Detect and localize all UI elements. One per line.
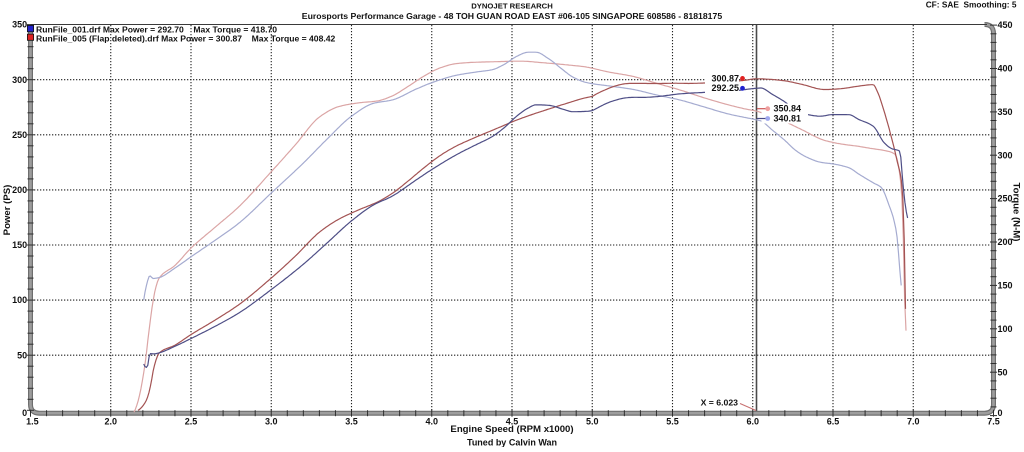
svg-text:100: 100 xyxy=(998,324,1013,334)
svg-text:DYNOJET RESEARCH: DYNOJET RESEARCH xyxy=(471,2,553,11)
svg-text:5.0: 5.0 xyxy=(586,416,599,426)
svg-text:4.5: 4.5 xyxy=(506,416,519,426)
svg-text:400: 400 xyxy=(998,64,1013,74)
svg-text:450: 450 xyxy=(998,20,1013,30)
svg-text:X = 6.023: X = 6.023 xyxy=(701,397,739,407)
svg-text:300: 300 xyxy=(998,150,1013,160)
svg-text:350: 350 xyxy=(998,107,1013,117)
svg-text:250: 250 xyxy=(998,194,1013,204)
svg-text:7.5: 7.5 xyxy=(987,416,1000,426)
svg-text:292.25: 292.25 xyxy=(711,83,739,93)
svg-text:RunFile_005 (Flap deleted).drf: RunFile_005 (Flap deleted).drf Max Power… xyxy=(36,34,336,44)
svg-text:6.0: 6.0 xyxy=(747,416,760,426)
svg-text:1.5: 1.5 xyxy=(26,416,39,426)
svg-text:7.0: 7.0 xyxy=(907,416,920,426)
svg-text:0: 0 xyxy=(22,408,27,418)
svg-text:350.84: 350.84 xyxy=(774,104,802,114)
svg-text:2.5: 2.5 xyxy=(185,416,198,426)
svg-text:Eurosports Performance Garage: Eurosports Performance Garage - 48 TOH G… xyxy=(302,11,723,21)
svg-text:6.5: 6.5 xyxy=(827,416,840,426)
svg-text:150: 150 xyxy=(998,281,1013,291)
svg-text:CF: SAE Smoothing: 5: CF: SAE Smoothing: 5 xyxy=(926,0,1017,10)
svg-text:5.5: 5.5 xyxy=(666,416,679,426)
svg-text:RunFile_001.drf Max Power = 29: RunFile_001.drf Max Power = 292.70 Max T… xyxy=(36,25,277,35)
svg-text:Tuned by Calvin Wan: Tuned by Calvin Wan xyxy=(467,438,557,448)
svg-text:0: 0 xyxy=(998,408,1003,418)
svg-text:250: 250 xyxy=(12,130,27,140)
svg-text:100: 100 xyxy=(12,295,27,305)
svg-text:150: 150 xyxy=(12,240,27,250)
svg-text:3.0: 3.0 xyxy=(265,416,278,426)
svg-text:350: 350 xyxy=(12,20,27,30)
svg-text:300.87: 300.87 xyxy=(711,73,739,83)
svg-text:Torque (N-M): Torque (N-M) xyxy=(1011,183,1022,242)
svg-text:4.0: 4.0 xyxy=(426,416,439,426)
svg-text:200: 200 xyxy=(998,237,1013,247)
svg-text:300: 300 xyxy=(12,75,27,85)
svg-text:50: 50 xyxy=(998,367,1008,377)
svg-text:2.0: 2.0 xyxy=(105,416,118,426)
svg-text:340.81: 340.81 xyxy=(774,113,802,123)
svg-text:Power (PS): Power (PS) xyxy=(2,185,13,236)
svg-text:Engine Speed (RPM x1000): Engine Speed (RPM x1000) xyxy=(450,424,573,435)
svg-text:200: 200 xyxy=(12,185,27,195)
svg-text:3.5: 3.5 xyxy=(345,416,358,426)
svg-text:50: 50 xyxy=(17,350,27,360)
